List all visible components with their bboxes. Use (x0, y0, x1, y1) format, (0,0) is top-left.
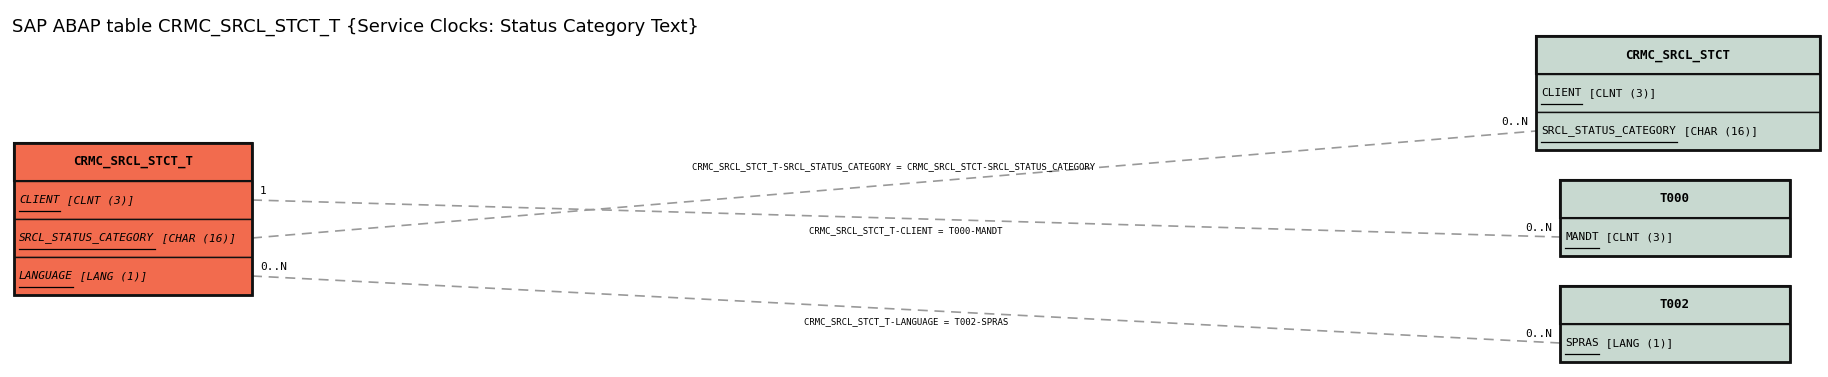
FancyBboxPatch shape (15, 219, 252, 257)
Text: [CHAR (16)]: [CHAR (16)] (1676, 126, 1759, 136)
FancyBboxPatch shape (15, 143, 252, 181)
Text: SPRAS: SPRAS (1565, 338, 1600, 348)
Text: 0..N: 0..N (1501, 117, 1528, 127)
Text: [CHAR (16)]: [CHAR (16)] (155, 233, 236, 243)
Text: CRMC_SRCL_STCT_T: CRMC_SRCL_STCT_T (73, 155, 194, 169)
Text: CRMC_SRCL_STCT: CRMC_SRCL_STCT (1625, 49, 1731, 61)
FancyBboxPatch shape (15, 257, 252, 295)
Text: MANDT: MANDT (1565, 232, 1600, 242)
Text: T000: T000 (1660, 193, 1691, 205)
Text: [LANG (1)]: [LANG (1)] (73, 271, 148, 281)
Text: 0..N: 0..N (260, 262, 287, 272)
Text: [CLNT (3)]: [CLNT (3)] (1600, 232, 1673, 242)
FancyBboxPatch shape (1559, 180, 1790, 218)
Text: 0..N: 0..N (1525, 223, 1552, 233)
FancyBboxPatch shape (1536, 74, 1821, 112)
Text: CRMC_SRCL_STCT_T-SRCL_STATUS_CATEGORY = CRMC_SRCL_STCT-SRCL_STATUS_CATEGORY: CRMC_SRCL_STCT_T-SRCL_STATUS_CATEGORY = … (693, 162, 1095, 171)
Text: LANGUAGE: LANGUAGE (18, 271, 73, 281)
Text: [LANG (1)]: [LANG (1)] (1600, 338, 1673, 348)
Text: 0..N: 0..N (1525, 329, 1552, 339)
FancyBboxPatch shape (1559, 324, 1790, 362)
FancyBboxPatch shape (15, 181, 252, 219)
Text: CLIENT: CLIENT (1541, 88, 1581, 98)
Text: [CLNT (3)]: [CLNT (3)] (1581, 88, 1656, 98)
Text: SRCL_STATUS_CATEGORY: SRCL_STATUS_CATEGORY (1541, 126, 1676, 136)
Text: CRMC_SRCL_STCT_T-CLIENT = T000-MANDT: CRMC_SRCL_STCT_T-CLIENT = T000-MANDT (810, 226, 1004, 235)
Text: SAP ABAP table CRMC_SRCL_STCT_T {Service Clocks: Status Category Text}: SAP ABAP table CRMC_SRCL_STCT_T {Service… (13, 18, 698, 36)
Text: CLIENT: CLIENT (18, 195, 60, 205)
Text: T002: T002 (1660, 299, 1691, 311)
FancyBboxPatch shape (1536, 112, 1821, 150)
Text: [CLNT (3)]: [CLNT (3)] (60, 195, 133, 205)
Text: 1: 1 (260, 186, 267, 196)
FancyBboxPatch shape (1559, 218, 1790, 256)
FancyBboxPatch shape (1559, 286, 1790, 324)
Text: SRCL_STATUS_CATEGORY: SRCL_STATUS_CATEGORY (18, 233, 154, 244)
FancyBboxPatch shape (1536, 36, 1821, 74)
Text: CRMC_SRCL_STCT_T-LANGUAGE = T002-SPRAS: CRMC_SRCL_STCT_T-LANGUAGE = T002-SPRAS (804, 317, 1007, 326)
